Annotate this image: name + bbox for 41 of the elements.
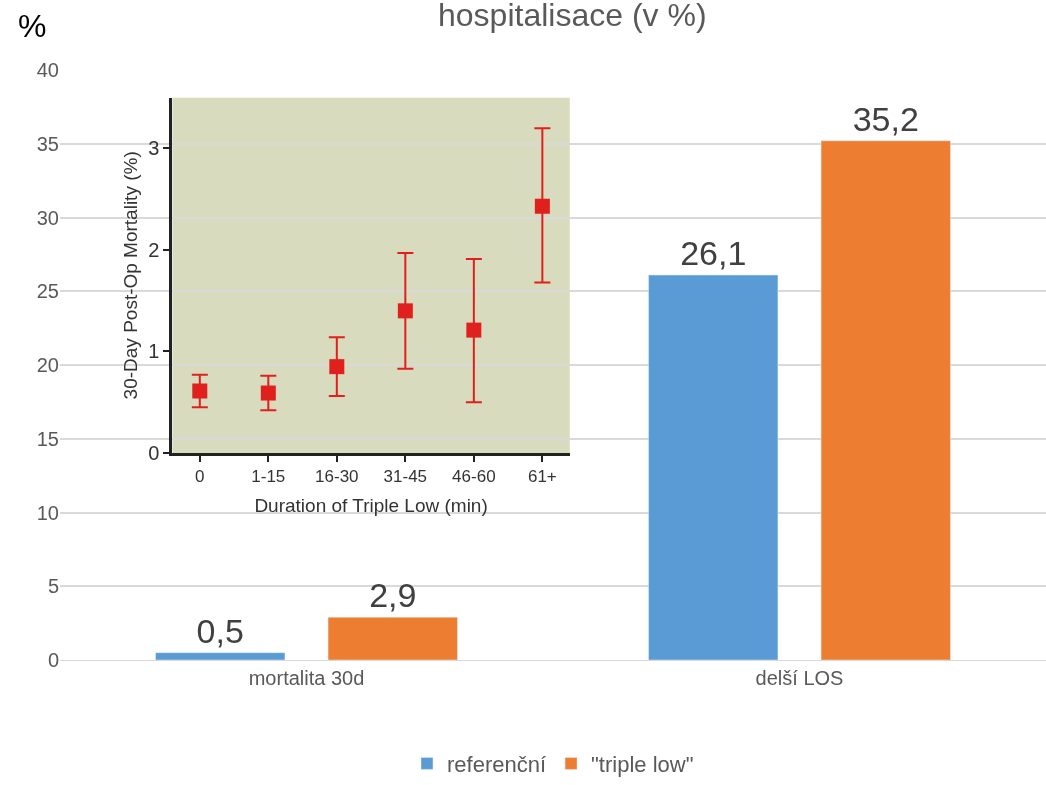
- y-tick-label: 5: [47, 575, 59, 598]
- chart-title: hospitalisace (v %): [438, 0, 707, 33]
- y-tick-label: 40: [36, 59, 59, 81]
- y-tick-label: 2: [148, 238, 160, 261]
- x-tick-label: 0: [195, 467, 205, 487]
- bar: [327, 616, 458, 660]
- y-tick-label: 0: [47, 649, 59, 671]
- point: [260, 385, 276, 401]
- y-tick-label: 3: [148, 137, 160, 160]
- legend-label: "triple low": [591, 751, 694, 777]
- data-label: 35,2: [852, 99, 919, 138]
- point: [534, 198, 550, 214]
- point: [192, 383, 208, 399]
- data-label: 2,9: [369, 576, 417, 615]
- bar: [820, 140, 951, 660]
- x-tick-label: delší LOS: [755, 667, 844, 689]
- y-tick-label: 30: [36, 206, 59, 229]
- x-tick-label: 31-45: [383, 467, 428, 487]
- point: [466, 322, 482, 338]
- x-axis-title: Duration of Triple Low (min): [254, 495, 488, 517]
- y-axis-title: 30-Day Post-Op Mortality (%): [120, 151, 142, 400]
- bar: [648, 274, 779, 660]
- point: [397, 303, 413, 319]
- y-tick-label: 10: [36, 501, 59, 524]
- y-axis-title: %: [18, 8, 47, 44]
- data-label: 0,5: [196, 611, 244, 650]
- y-tick-label: 15: [36, 427, 59, 450]
- y-tick-label: 20: [36, 354, 59, 376]
- x-tick-label: mortalita 30d: [248, 667, 365, 689]
- point: [329, 359, 345, 375]
- legend-label: referenční: [447, 751, 547, 777]
- y-tick-label: 0: [148, 441, 160, 464]
- bar: [155, 652, 286, 660]
- x-tick-label: 61+: [527, 467, 557, 487]
- y-tick-label: 25: [36, 280, 59, 303]
- y-tick-label: 1: [148, 340, 160, 363]
- x-tick-label: 16-30: [315, 467, 359, 487]
- x-tick-label: 46-60: [452, 467, 496, 487]
- data-label: 26,1: [680, 234, 747, 273]
- y-tick-label: 35: [36, 132, 59, 155]
- x-tick-label: 1-15: [251, 467, 286, 487]
